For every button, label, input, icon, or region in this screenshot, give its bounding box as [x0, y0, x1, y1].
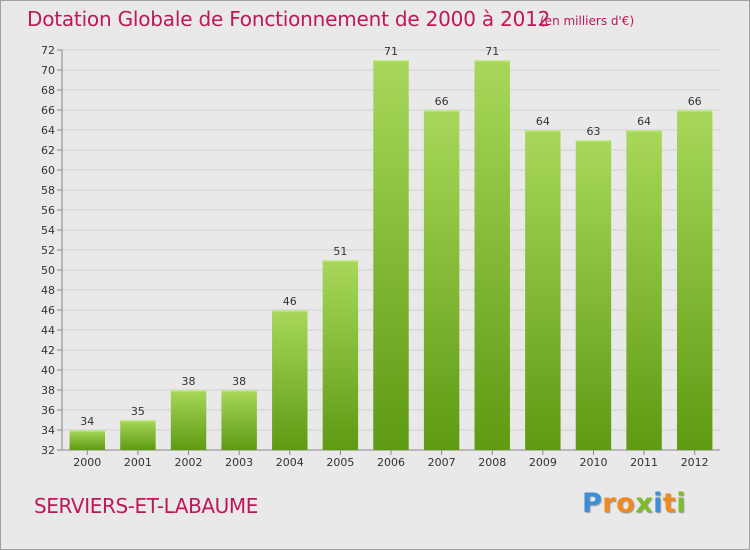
- logo-letter: r: [602, 488, 617, 519]
- bar: [373, 60, 409, 450]
- x-tick-label: 2010: [579, 456, 607, 469]
- bar: [120, 420, 156, 450]
- logo-letter: i: [676, 488, 687, 519]
- bar-value-label: 51: [333, 245, 347, 258]
- y-tick-label: 52: [41, 244, 55, 257]
- y-tick-label: 36: [41, 404, 55, 417]
- bar-highlight: [423, 110, 460, 112]
- y-tick-label: 38: [41, 384, 55, 397]
- x-tick-label: 2002: [175, 456, 203, 469]
- bar: [170, 390, 207, 450]
- y-tick-label: 46: [41, 304, 55, 317]
- bar: [322, 260, 359, 450]
- bar-highlight: [221, 390, 257, 392]
- logo-letter: P: [582, 488, 603, 519]
- y-tick-label: 68: [41, 84, 55, 97]
- bar-value-label: 63: [586, 125, 600, 138]
- y-tick-label: 58: [41, 184, 55, 197]
- bar: [221, 390, 257, 450]
- bar-highlight: [322, 260, 359, 262]
- y-tick-label: 50: [41, 264, 55, 277]
- bar-highlight: [575, 140, 612, 142]
- y-tick-label: 72: [41, 44, 55, 57]
- y-tick-label: 42: [41, 344, 55, 357]
- y-axis-ticks: 32 34 36 38 40 42 44 46 48 50 52 54 56 58 60 62 64 66 68 70…: [41, 44, 62, 457]
- y-tick-label: 54: [41, 224, 55, 237]
- y-tick-label: 56: [41, 204, 55, 217]
- bar-highlight: [69, 430, 106, 432]
- bar: [474, 60, 510, 450]
- bar-highlight: [626, 130, 662, 132]
- bar-value-label: 46: [283, 295, 297, 308]
- bar: [626, 130, 662, 450]
- bar-highlight: [676, 110, 713, 112]
- bar-value-label: 64: [536, 115, 550, 128]
- bar-highlight: [120, 420, 156, 422]
- bar-value-label: 71: [485, 45, 499, 58]
- bar-highlight: [272, 310, 308, 312]
- data-labels: 34 35 38 38 46 51 71 66 71 64 63 64 66: [80, 45, 701, 428]
- bar-highlight: [474, 60, 510, 62]
- y-tick-label: 66: [41, 104, 55, 117]
- y-tick-label: 64: [41, 124, 55, 137]
- bar-highlight: [373, 60, 409, 62]
- bar-value-label: 38: [182, 375, 196, 388]
- x-tick-label: 2000: [73, 456, 101, 469]
- bar-value-label: 64: [637, 115, 651, 128]
- logo-letter: t: [662, 488, 677, 519]
- bar: [676, 110, 713, 450]
- proxiti-logo[interactable]: Proxiti: [582, 488, 686, 519]
- chart-title: Dotation Globale de Fonctionnement de 20…: [27, 7, 551, 31]
- chart-unit-label: (en milliers d'€): [540, 14, 635, 28]
- logo-letter: o: [616, 488, 636, 519]
- x-tick-label: 2004: [276, 456, 304, 469]
- bar-value-label: 38: [232, 375, 246, 388]
- bar-highlight: [525, 130, 561, 132]
- x-tick-label: 2011: [630, 456, 658, 469]
- bar-highlight: [170, 390, 207, 392]
- x-tick-label: 2001: [124, 456, 152, 469]
- bars: [69, 60, 713, 450]
- y-tick-label: 70: [41, 64, 55, 77]
- y-tick-label: 44: [41, 324, 55, 337]
- bar-value-label: 34: [80, 415, 94, 428]
- commune-name: SERVIERS-ET-LABAUME: [34, 494, 259, 518]
- x-axis-ticks: 2000 2001 2002 2003 2004 2005 2006 2007 2008 2009…: [73, 450, 709, 469]
- bar-value-label: 66: [688, 95, 702, 108]
- bar-value-label: 66: [435, 95, 449, 108]
- logo-letter: i: [653, 488, 663, 519]
- y-tick-label: 48: [41, 284, 55, 297]
- y-tick-label: 32: [41, 444, 55, 457]
- y-tick-label: 40: [41, 364, 55, 377]
- bar: [423, 110, 460, 450]
- bar: [272, 310, 308, 450]
- bar-value-label: 71: [384, 45, 398, 58]
- x-tick-label: 2005: [326, 456, 354, 469]
- bar: [525, 130, 561, 450]
- y-tick-label: 62: [41, 144, 55, 157]
- bar-value-label: 35: [131, 405, 145, 418]
- bar: [575, 140, 612, 450]
- x-tick-label: 2007: [428, 456, 456, 469]
- x-tick-label: 2006: [377, 456, 405, 469]
- bar: [69, 430, 106, 450]
- x-tick-label: 2003: [225, 456, 253, 469]
- x-tick-label: 2008: [478, 456, 506, 469]
- x-tick-label: 2012: [681, 456, 709, 469]
- y-tick-label: 34: [41, 424, 55, 437]
- logo-letter: x: [635, 488, 654, 519]
- y-tick-label: 60: [41, 164, 55, 177]
- x-tick-label: 2009: [529, 456, 557, 469]
